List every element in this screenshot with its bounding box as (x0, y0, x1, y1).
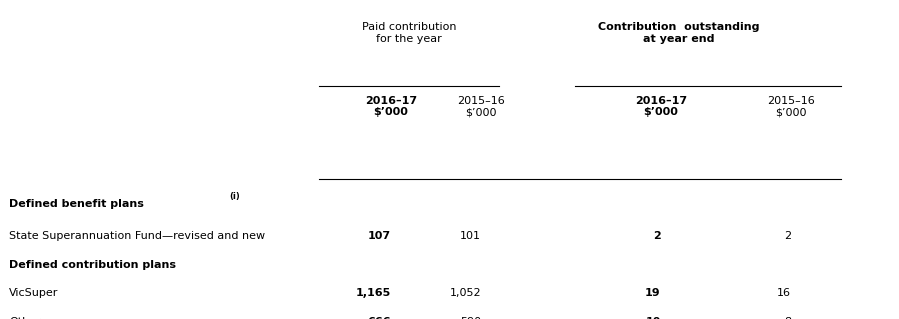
Text: Paid contribution
for the year: Paid contribution for the year (361, 22, 457, 44)
Text: 107: 107 (368, 231, 391, 241)
Text: 2016–17
$’000: 2016–17 $’000 (635, 96, 687, 117)
Text: 10: 10 (645, 317, 661, 319)
Text: 19: 19 (645, 288, 661, 299)
Text: 2: 2 (653, 231, 661, 241)
Text: Contribution  outstanding
at year end: Contribution outstanding at year end (598, 22, 760, 44)
Text: 2: 2 (784, 231, 791, 241)
Text: 2016–17
$’000: 2016–17 $’000 (365, 96, 417, 117)
Text: 1,052: 1,052 (450, 288, 481, 299)
Text: 666: 666 (368, 317, 391, 319)
Text: State Superannuation Fund—revised and new: State Superannuation Fund—revised and ne… (9, 231, 265, 241)
Text: (i): (i) (229, 192, 240, 201)
Text: 1,165: 1,165 (356, 288, 391, 299)
Text: 16: 16 (777, 288, 791, 299)
Text: 590: 590 (460, 317, 481, 319)
Text: 2015–16
$’000: 2015–16 $’000 (457, 96, 505, 117)
Text: 101: 101 (460, 231, 481, 241)
Text: 8: 8 (784, 317, 791, 319)
Text: Defined contribution plans: Defined contribution plans (9, 260, 176, 270)
Text: VicSuper: VicSuper (9, 288, 58, 299)
Text: Defined benefit plans: Defined benefit plans (9, 199, 144, 209)
Text: Other: Other (9, 317, 40, 319)
Text: 2015–16
$’000: 2015–16 $’000 (767, 96, 815, 117)
